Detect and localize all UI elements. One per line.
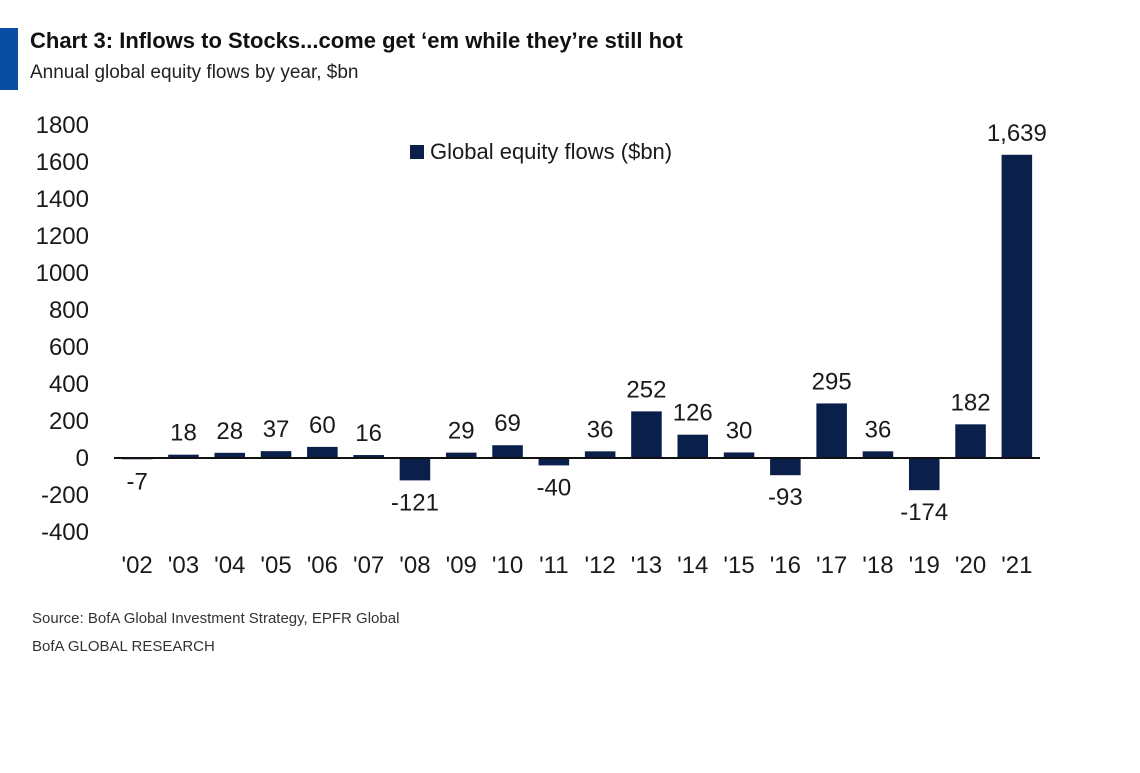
x-tick-label: '09 (446, 552, 477, 579)
data-label: -93 (768, 484, 803, 511)
x-tick-label: '13 (631, 552, 662, 579)
bar (168, 454, 199, 458)
x-tick-label: '10 (492, 552, 523, 579)
data-label: 16 (355, 420, 382, 447)
legend-label: Global equity flows ($bn) (430, 139, 672, 164)
y-tick-label: 1600 (36, 149, 89, 176)
y-tick-label: 1400 (36, 186, 89, 213)
data-label: 18 (170, 420, 197, 447)
bar (584, 451, 616, 458)
y-tick-label: 1200 (36, 223, 89, 250)
x-tick-label: '05 (260, 552, 291, 579)
x-tick-label: '21 (1001, 552, 1032, 579)
y-tick-label: 0 (76, 445, 89, 472)
data-label: -40 (537, 474, 572, 501)
x-tick-label: '11 (539, 552, 569, 579)
bar (214, 452, 246, 458)
x-tick-label: '14 (677, 552, 708, 579)
y-tick-label: 400 (49, 371, 89, 398)
bar (353, 455, 384, 458)
data-label: 30 (726, 417, 753, 444)
x-tick-label: '03 (168, 552, 199, 579)
chart-subtitle: Annual global equity flows by year, $bn (30, 62, 359, 83)
x-tick-label: '18 (862, 552, 893, 579)
data-label: -7 (126, 468, 147, 495)
data-label: 36 (587, 416, 614, 443)
bar (307, 446, 338, 458)
bar (492, 445, 523, 458)
x-tick-label: '17 (816, 552, 847, 579)
data-label: -174 (900, 499, 948, 526)
data-label: -121 (391, 489, 439, 516)
y-tick-label: -200 (41, 482, 89, 509)
bar (723, 452, 755, 458)
y-tick-label: 600 (49, 334, 89, 361)
bar (908, 458, 940, 491)
data-label: 69 (494, 410, 521, 437)
x-tick-label: '16 (770, 552, 801, 579)
data-label: 182 (951, 389, 991, 416)
bar (445, 452, 477, 458)
data-label: 126 (673, 400, 713, 427)
footer-brand: BofA GLOBAL RESEARCH (32, 638, 215, 655)
x-tick-label: '12 (585, 552, 616, 579)
x-tick-label: '15 (723, 552, 754, 579)
bar (862, 451, 894, 458)
bar (955, 424, 986, 458)
bar (816, 403, 847, 458)
bar (770, 458, 801, 476)
x-tick-label: '20 (955, 552, 986, 579)
y-tick-label: 200 (49, 408, 89, 435)
data-label: 295 (812, 368, 852, 395)
data-label: 60 (309, 412, 336, 439)
bar (1001, 154, 1033, 458)
y-tick-label: -400 (41, 519, 89, 546)
legend-swatch (410, 145, 424, 159)
bar (631, 411, 662, 458)
x-tick-label: '07 (353, 552, 384, 579)
data-label: 1,639 (987, 120, 1047, 147)
data-label: 36 (865, 416, 892, 443)
source-note: Source: BofA Global Investment Strategy,… (32, 610, 400, 627)
data-label: 28 (216, 418, 243, 445)
y-tick-label: 1800 (36, 112, 89, 139)
bar (399, 458, 431, 481)
y-tick-label: 1000 (36, 260, 89, 287)
title-accent-bar (0, 28, 18, 90)
data-label: 252 (626, 376, 666, 403)
x-tick-label: '02 (122, 552, 153, 579)
data-label: 37 (263, 416, 290, 443)
y-tick-label: 800 (49, 297, 89, 324)
bar (677, 434, 709, 458)
x-tick-label: '04 (214, 552, 245, 579)
bar (538, 458, 570, 466)
x-tick-label: '08 (399, 552, 430, 579)
x-tick-label: '06 (307, 552, 338, 579)
data-label: 29 (448, 418, 475, 445)
x-tick-label: '19 (909, 552, 940, 579)
bar (260, 451, 292, 458)
chart-title: Chart 3: Inflows to Stocks...come get ‘e… (30, 28, 683, 53)
